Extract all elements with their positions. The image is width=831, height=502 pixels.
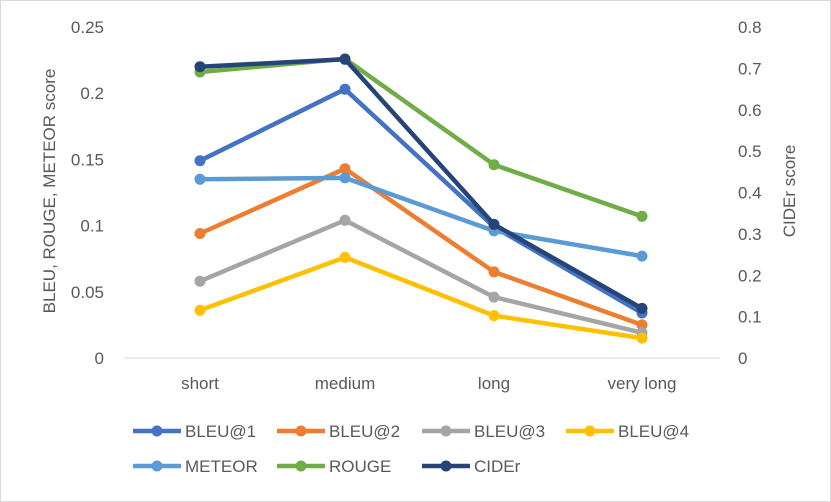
data-point xyxy=(488,291,500,303)
legend-label: BLEU@4 xyxy=(618,422,689,441)
series-line xyxy=(197,255,645,341)
legend-swatch-marker xyxy=(440,425,452,437)
series-meteor xyxy=(194,172,648,262)
right-tick-label: 0.2 xyxy=(738,266,762,285)
legend-label: CIDEr xyxy=(474,457,521,476)
legend-swatch-marker xyxy=(295,425,307,437)
data-point xyxy=(636,302,648,314)
legend-swatch-marker xyxy=(584,425,596,437)
data-point xyxy=(339,53,351,65)
right-tick-label: 0.3 xyxy=(738,225,762,244)
legend-swatch-marker xyxy=(151,460,163,472)
right-tick-label: 0.4 xyxy=(738,184,762,203)
data-point xyxy=(194,275,206,287)
legend: BLEU@1 BLEU@2 BLEU@3 BLEU@4 METEOR ROUGE CIDEr xyxy=(133,422,689,476)
series-cider xyxy=(194,53,648,314)
series-bleu-2 xyxy=(194,163,648,331)
left-tick-label: 0.2 xyxy=(80,84,104,103)
right-tick-label: 0.1 xyxy=(738,308,762,327)
right-tick-label: 0 xyxy=(738,349,747,368)
series-line xyxy=(197,218,645,336)
data-point xyxy=(636,210,648,222)
data-point xyxy=(636,250,648,262)
legend-item: ROUGE xyxy=(277,457,391,476)
data-point xyxy=(488,310,500,322)
left-axis-ticks: 0 0.05 0.1 0.15 0.2 0.25 xyxy=(71,18,104,368)
legend-label: ROUGE xyxy=(329,457,391,476)
legend-swatch-marker xyxy=(151,425,163,437)
right-axis-title: CIDEr score xyxy=(780,145,799,238)
legend-item: BLEU@4 xyxy=(566,422,689,441)
data-point xyxy=(488,266,500,278)
data-point xyxy=(194,61,206,73)
data-point xyxy=(636,319,648,331)
legend-swatch-marker xyxy=(440,460,452,472)
data-point xyxy=(339,83,351,95)
legend-item: BLEU@1 xyxy=(133,422,256,441)
series-line xyxy=(197,86,645,316)
data-point xyxy=(339,214,351,226)
right-tick-label: 0.8 xyxy=(738,18,762,37)
left-tick-label: 0.15 xyxy=(71,150,104,169)
data-point xyxy=(194,173,206,185)
left-tick-label: 0.25 xyxy=(71,18,104,37)
data-point xyxy=(339,172,351,184)
left-tick-label: 0 xyxy=(95,349,104,368)
left-tick-label: 0.1 xyxy=(80,217,104,236)
series-line xyxy=(197,175,645,259)
data-point xyxy=(636,332,648,344)
right-tick-label: 0.7 xyxy=(738,59,762,78)
x-tick-label: short xyxy=(181,374,219,393)
series-bleu-1 xyxy=(194,83,648,319)
data-point xyxy=(488,218,500,230)
data-point xyxy=(194,304,206,316)
series-rouge xyxy=(194,53,648,222)
series-line xyxy=(197,56,645,219)
x-tick-label: very long xyxy=(608,374,677,393)
legend-label: METEOR xyxy=(185,457,258,476)
legend-item: BLEU@2 xyxy=(277,422,400,441)
series-bleu-3 xyxy=(194,214,648,339)
x-axis-ticks: short medium long very long xyxy=(181,374,676,393)
data-point xyxy=(194,228,206,239)
right-axis-ticks: 0 0.1 0.2 0.3 0.4 0.5 0.6 0.7 0.8 xyxy=(738,18,762,368)
data-point xyxy=(339,251,351,263)
right-tick-label: 0.5 xyxy=(738,142,762,161)
series-bleu-4 xyxy=(194,251,648,344)
x-tick-label: medium xyxy=(315,374,375,393)
legend-label: BLEU@1 xyxy=(185,422,256,441)
right-tick-label: 0.6 xyxy=(738,101,762,120)
x-tick-label: long xyxy=(478,374,510,393)
left-axis-title: BLEU, ROUGE, METEOR score xyxy=(40,69,59,314)
legend-item: CIDEr xyxy=(422,457,521,476)
legend-item: METEOR xyxy=(133,457,258,476)
data-point xyxy=(194,155,206,167)
legend-swatch-marker xyxy=(295,460,307,472)
series-layer xyxy=(194,53,648,344)
series-line xyxy=(197,57,645,311)
left-tick-label: 0.05 xyxy=(71,283,104,302)
series-line xyxy=(197,166,645,328)
legend-label: BLEU@2 xyxy=(329,422,400,441)
data-point xyxy=(339,163,351,175)
legend-item: BLEU@3 xyxy=(422,422,545,441)
legend-label: BLEU@3 xyxy=(474,422,545,441)
data-point xyxy=(488,159,500,171)
